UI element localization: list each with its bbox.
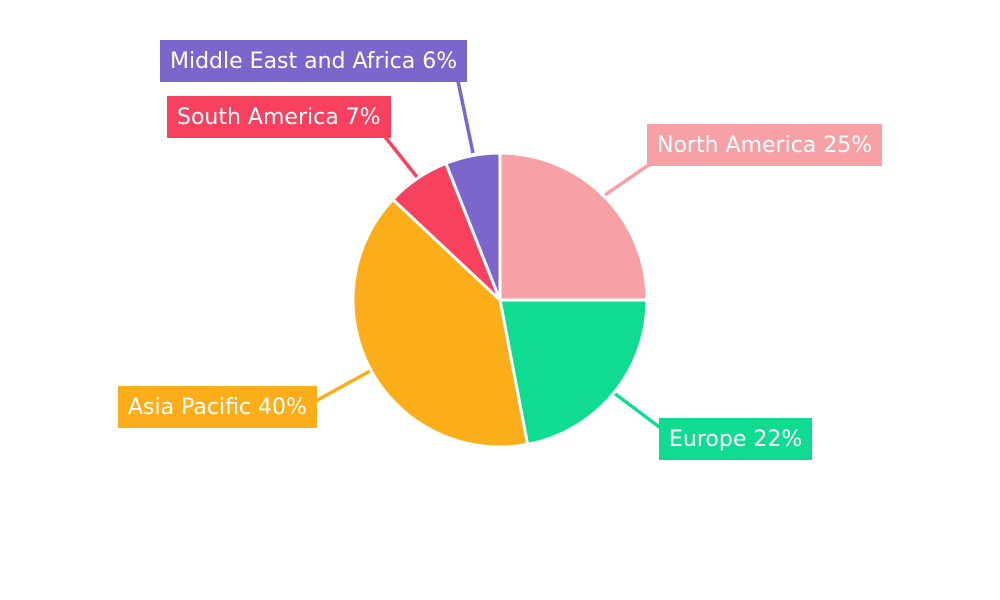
leader-line-middle-east-and-africa [456, 80, 475, 154]
slice-label-europe: Europe 22% [659, 418, 813, 460]
slice-label-south-america: South America 7% [167, 96, 391, 138]
slice-label-asia-pacific: Asia Pacific 40% [118, 386, 317, 428]
slice-label-north-america: North America 25% [647, 124, 883, 166]
pie-slice-north-america [498, 151, 649, 302]
pie-slice-europe [498, 298, 649, 447]
leader-line-north-america [604, 162, 651, 197]
slice-label-text: Middle East and Africa 6% [170, 48, 458, 74]
slice-label-text: South America 7% [177, 104, 381, 130]
pie-slice-asia-pacific [351, 197, 530, 449]
slice-label-text: Europe 22% [669, 426, 803, 452]
slice-label-middle-east-and-africa: Middle East and Africa 6% [160, 40, 468, 82]
pie-slice-middle-east-and-africa [443, 151, 502, 301]
slice-label-text: North America 25% [657, 132, 873, 158]
leader-line-asia-pacific [313, 369, 371, 404]
slice-label-text: Asia Pacific 40% [128, 394, 307, 420]
leader-line-europe [612, 391, 664, 431]
